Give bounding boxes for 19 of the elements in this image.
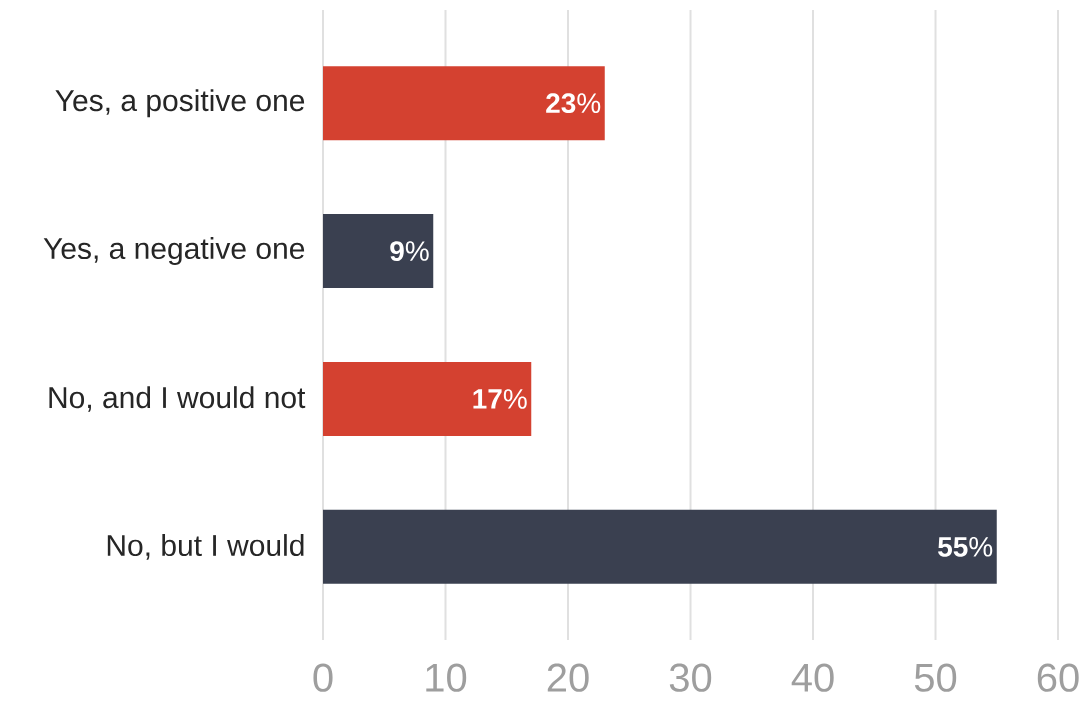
bar: [323, 214, 434, 289]
y-tick-label: Yes, a negative one: [43, 237, 305, 266]
data-label: 17%: [473, 389, 527, 409]
x-tick-label: 50: [914, 663, 957, 692]
bar: [323, 66, 605, 141]
x-tick-label: 60: [1037, 663, 1079, 692]
x-tick-label: 40: [791, 663, 834, 692]
x-tick-label: 10: [426, 663, 467, 692]
y-tick-label: No, and I would not: [49, 386, 306, 412]
x-tick-label: 30: [669, 663, 712, 692]
y-tick-label: Yes, a positive one: [55, 89, 305, 118]
x-tick-label: 20: [547, 663, 589, 692]
data-label: 23%: [546, 93, 601, 114]
data-label: 55%: [938, 536, 993, 557]
data-label: 9%: [390, 241, 429, 261]
bar: [323, 361, 532, 436]
x-tick-label: 0: [313, 663, 333, 692]
y-tick-label: No, but I would: [107, 534, 304, 560]
bar: [323, 509, 997, 584]
